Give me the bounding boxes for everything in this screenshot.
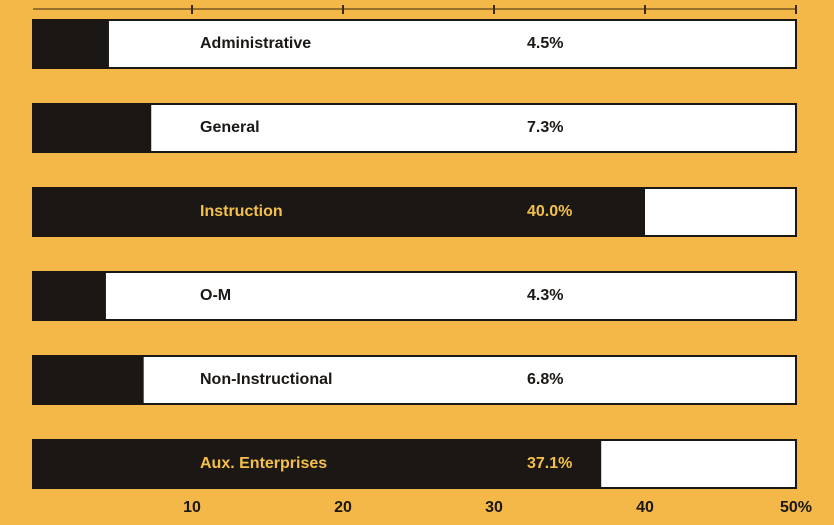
category-label: O-M (200, 287, 231, 304)
bar-track (32, 19, 797, 69)
x-tick-label: 30 (485, 499, 503, 516)
category-label: Non-Instructional (200, 371, 332, 388)
x-tick-label: 10 (183, 499, 201, 516)
value-label: 40.0% (527, 203, 572, 220)
bar-track (32, 103, 797, 153)
bar (33, 104, 152, 152)
category-label: General (200, 119, 260, 136)
x-tick-label: 40 (636, 499, 654, 516)
bar (33, 356, 144, 404)
bar (33, 20, 109, 68)
bar (33, 188, 645, 236)
value-label: 7.3% (527, 119, 563, 136)
value-label: 37.1% (527, 455, 572, 472)
bar-track (32, 271, 797, 321)
x-tick-label: 20 (334, 499, 352, 516)
category-label: Administrative (200, 35, 311, 52)
value-label: 6.8% (527, 371, 563, 388)
x-tick-label: 50% (780, 499, 812, 516)
value-label: 4.5% (527, 35, 563, 52)
category-label: Instruction (200, 203, 283, 220)
bar (33, 440, 602, 488)
bar-track (32, 355, 797, 405)
bar (33, 272, 106, 320)
value-label: 4.3% (527, 287, 563, 304)
category-label: Aux. Enterprises (200, 455, 327, 472)
